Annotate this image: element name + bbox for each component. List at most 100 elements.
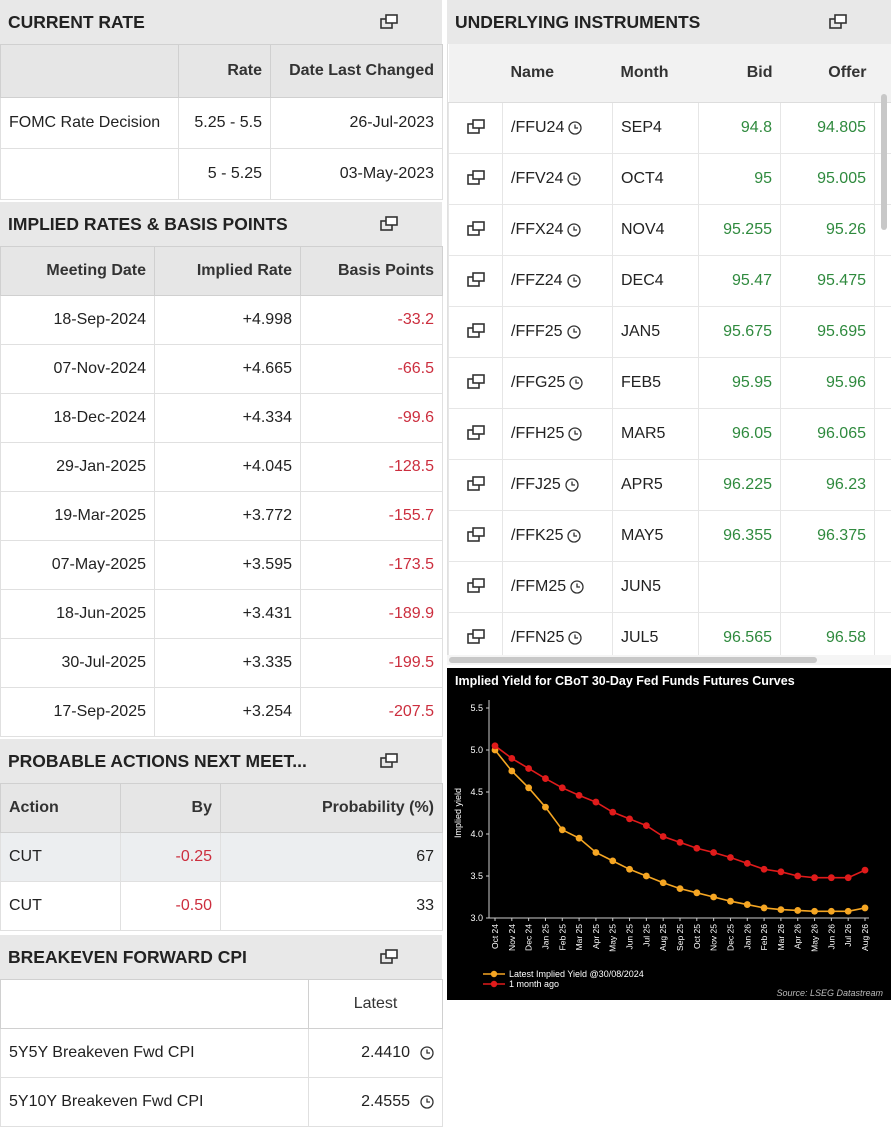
- spacer-cell: [875, 562, 891, 613]
- popout-icon[interactable]: [465, 116, 487, 138]
- clock-icon[interactable]: [567, 172, 581, 186]
- x-tick-label: Jan 25: [540, 924, 550, 950]
- column-header-latest: Latest: [309, 980, 443, 1029]
- data-point: [677, 885, 684, 892]
- clock-icon[interactable]: [420, 1095, 434, 1109]
- spacer-cell: [875, 256, 891, 307]
- instrument-name[interactable]: /FFZ24: [511, 272, 563, 289]
- instrument-name[interactable]: /FFF25: [511, 323, 563, 340]
- instrument-name-cell: /FFU24: [503, 103, 613, 154]
- basis-points: -189.9: [301, 590, 443, 639]
- cpi-latest: 2.4410: [361, 1044, 410, 1061]
- popout-icon[interactable]: [465, 575, 487, 597]
- instrument-name[interactable]: /FFV24: [511, 170, 563, 187]
- instrument-offer: 95.475: [781, 256, 875, 307]
- meeting-date: 18-Dec-2024: [1, 394, 155, 443]
- instrument-offer: 95.695: [781, 307, 875, 358]
- x-tick-label: Feb 26: [759, 924, 769, 951]
- rate-value: 5.25 - 5.5: [179, 98, 271, 149]
- clock-icon[interactable]: [567, 223, 581, 237]
- column-header-offer: Offer: [781, 44, 875, 103]
- clock-icon[interactable]: [567, 274, 581, 288]
- spacer-cell: [875, 460, 891, 511]
- clock-icon[interactable]: [570, 580, 584, 594]
- column-header-bid: Bid: [699, 44, 781, 103]
- popout-icon[interactable]: [465, 422, 487, 444]
- data-point: [542, 775, 549, 782]
- instrument-name-cell: /FFM25: [503, 562, 613, 613]
- column-header-implied-rate: Implied Rate: [155, 247, 301, 296]
- instrument-month: DEC4: [613, 256, 699, 307]
- breakeven-title: BREAKEVEN FORWARD CPI: [8, 947, 247, 968]
- clock-icon[interactable]: [567, 325, 581, 339]
- instrument-name[interactable]: /FFK25: [511, 527, 563, 544]
- column-header: [1, 45, 179, 98]
- column-header-date: Date Last Changed: [271, 45, 443, 98]
- instrument-name[interactable]: /FFU24: [511, 119, 564, 136]
- table-row: CUT -0.50 33: [1, 882, 443, 931]
- x-tick-label: May 25: [608, 924, 618, 952]
- popout-cell: [449, 256, 503, 307]
- instrument-bid: 96.05: [699, 409, 781, 460]
- popout-icon[interactable]: [378, 750, 400, 772]
- popout-icon[interactable]: [465, 371, 487, 393]
- clock-icon[interactable]: [568, 631, 582, 645]
- x-tick-label: Nov 24: [507, 924, 517, 951]
- popout-icon[interactable]: [827, 11, 849, 33]
- popout-icon[interactable]: [465, 524, 487, 546]
- popout-icon[interactable]: [465, 626, 487, 648]
- data-point: [677, 839, 684, 846]
- x-tick-label: Jul 25: [641, 924, 651, 947]
- meeting-date: 18-Jun-2025: [1, 590, 155, 639]
- popout-icon[interactable]: [465, 218, 487, 240]
- table-row: 07-May-2025+3.595-173.5: [1, 541, 443, 590]
- clock-icon[interactable]: [567, 529, 581, 543]
- instrument-offer: 95.26: [781, 205, 875, 256]
- horizontal-scrollbar[interactable]: [449, 657, 817, 663]
- popout-cell: [449, 460, 503, 511]
- table-header-row: Rate Date Last Changed: [1, 45, 443, 98]
- x-tick-label: Nov 25: [709, 924, 719, 951]
- popout-icon[interactable]: [378, 946, 400, 968]
- instrument-bid: 95.675: [699, 307, 781, 358]
- instrument-name[interactable]: /FFM25: [511, 578, 566, 595]
- popout-icon[interactable]: [378, 213, 400, 235]
- instrument-name[interactable]: /FFN25: [511, 629, 564, 646]
- horizontal-scrollbar-track[interactable]: [447, 655, 891, 665]
- rate-value: 5 - 5.25: [179, 149, 271, 200]
- vertical-scrollbar[interactable]: [881, 94, 887, 230]
- instrument-name[interactable]: /FFJ25: [511, 476, 561, 493]
- clock-icon[interactable]: [420, 1046, 434, 1060]
- popout-icon[interactable]: [465, 473, 487, 495]
- data-point: [845, 874, 852, 881]
- popout-icon[interactable]: [378, 11, 400, 33]
- popout-icon[interactable]: [465, 320, 487, 342]
- popout-icon[interactable]: [465, 167, 487, 189]
- popout-icon[interactable]: [465, 269, 487, 291]
- rate-date: 03-May-2023: [271, 149, 443, 200]
- x-tick-label: Apr 26: [793, 924, 803, 949]
- instrument-name[interactable]: /FFH25: [511, 425, 564, 442]
- instrument-month: MAY5: [613, 511, 699, 562]
- column-header-name: Name: [503, 44, 613, 103]
- clock-icon[interactable]: [565, 478, 579, 492]
- by-cell: -0.25: [121, 833, 221, 882]
- clock-icon[interactable]: [569, 376, 583, 390]
- instrument-name[interactable]: /FFX24: [511, 221, 563, 238]
- instrument-name[interactable]: /FFG25: [511, 374, 565, 391]
- clock-icon[interactable]: [568, 121, 582, 135]
- clock-icon[interactable]: [568, 427, 582, 441]
- popout-cell: [449, 613, 503, 657]
